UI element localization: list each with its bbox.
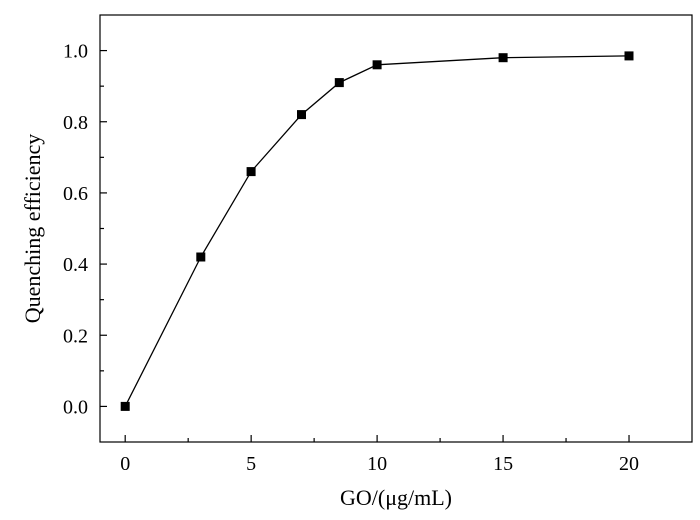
y-tick-label: 0.2 [63,325,88,347]
x-tick-label: 5 [246,453,256,475]
data-point-marker [372,60,382,70]
series-line [124,55,630,407]
plot-area-frame [99,14,693,443]
x-tick-label: 0 [120,453,130,475]
y-tick-label: 0.4 [63,254,88,276]
x-axis-title: GO/(μg/mL) [340,485,452,510]
series-line-layer [124,55,630,407]
y-tick-label: 0.6 [63,183,88,205]
data-point-marker [334,78,344,88]
x-tick-label: 10 [367,453,387,475]
data-point-marker [498,53,508,63]
y-tick-label: 0.0 [63,396,88,418]
data-point-marker [246,167,256,177]
data-point-marker [120,401,130,411]
x-tick-label: 20 [619,453,639,475]
tick-label-layer: 0 5 10 15 20 0.0 0.2 0.4 0.6 0.8 1.0 [63,41,639,475]
y-tick-label: 1.0 [63,41,88,63]
data-point-marker [196,252,206,262]
y-axis-title: Quenching efficiency [20,134,45,324]
axis-ticks [100,49,630,442]
data-point-marker [624,51,634,61]
data-point-marker [297,110,306,120]
x-tick-label: 15 [493,453,513,475]
y-tick-label: 0.8 [63,112,88,134]
series-marker-layer [120,51,634,411]
